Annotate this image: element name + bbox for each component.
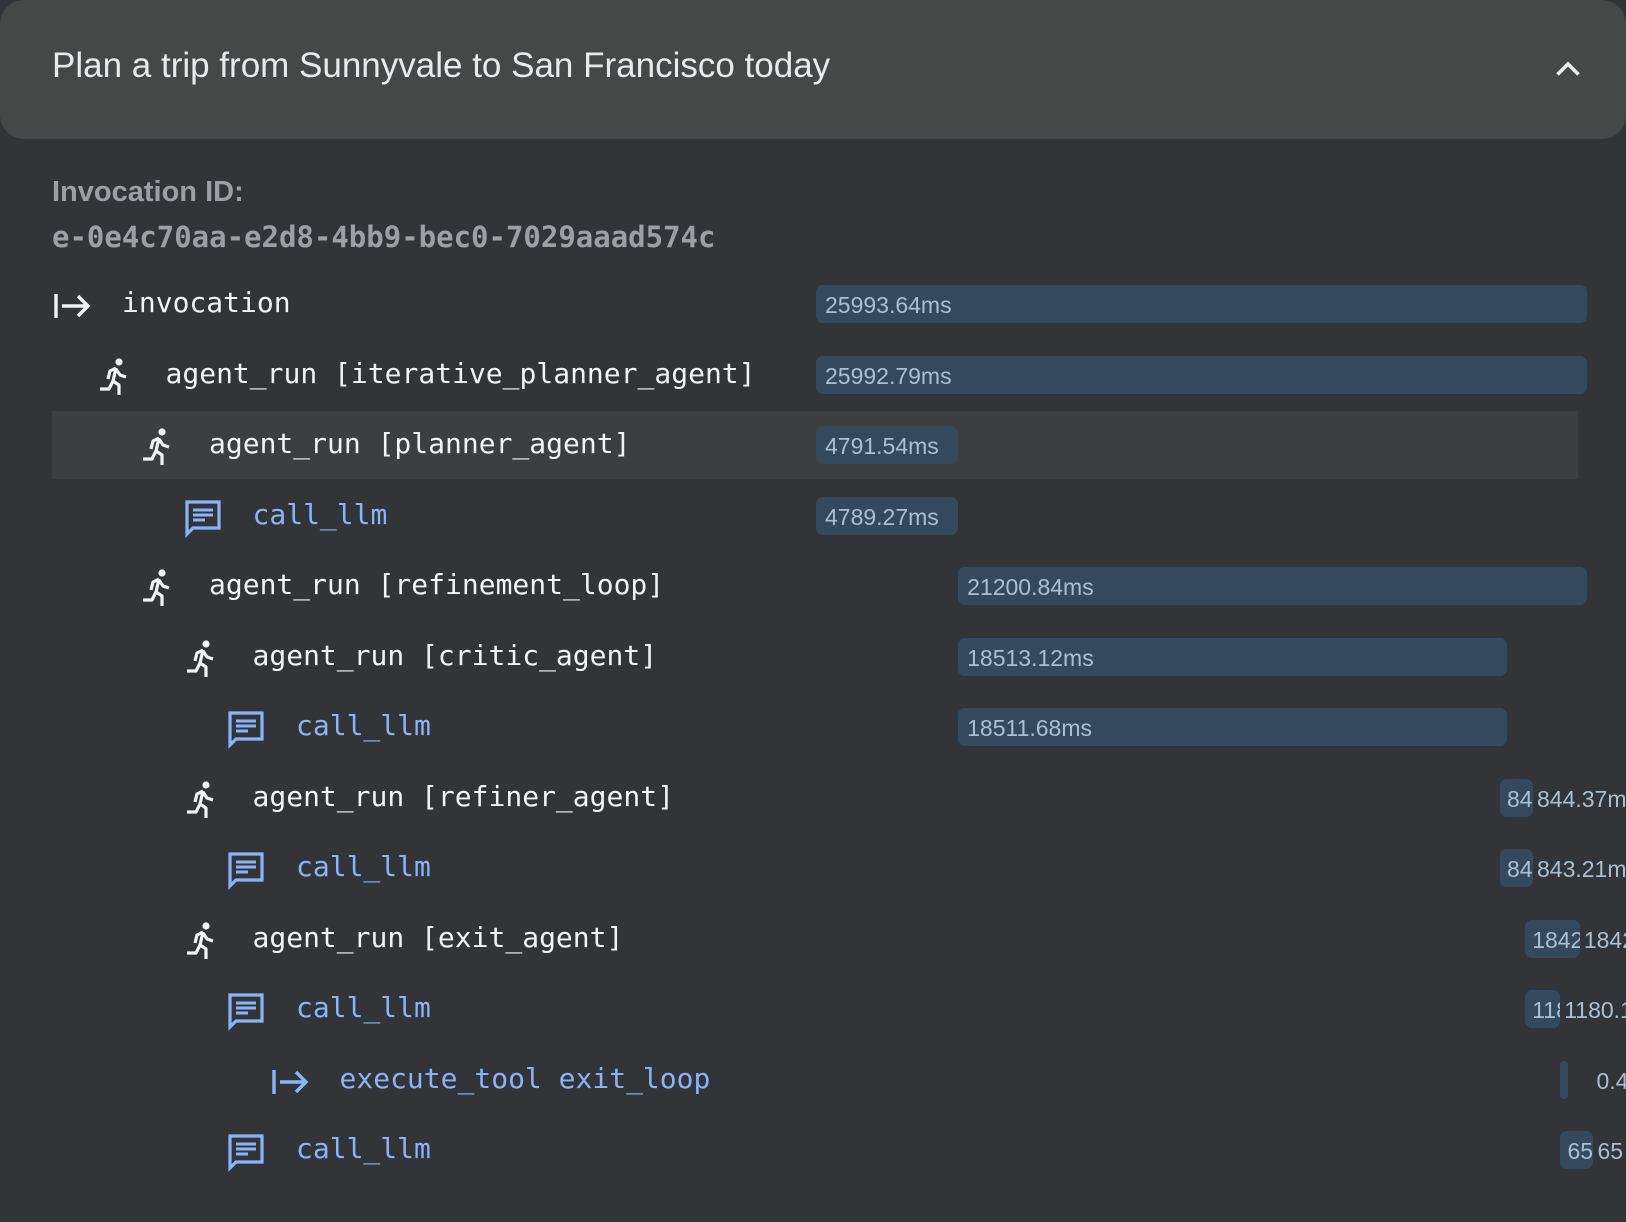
span-row[interactable]: call_llm 4789.27ms bbox=[52, 482, 1578, 550]
duration-label-outside: 1180.1 bbox=[1564, 997, 1626, 1023]
duration-label-outside: 0.4 bbox=[1596, 1067, 1626, 1094]
duration-label: 1180.1 bbox=[1532, 997, 1560, 1023]
duration-label: 18511.68ms bbox=[967, 715, 1093, 741]
span-duration-bar[interactable]: 65 bbox=[1560, 1131, 1594, 1169]
duration-label: 25993.64ms bbox=[825, 292, 952, 318]
duration-label: 4789.27ms bbox=[825, 503, 939, 530]
span-duration-bar[interactable]: 1842. bbox=[1525, 919, 1580, 958]
span-duration-bar[interactable]: 843.21ms bbox=[1499, 849, 1533, 887]
span-row[interactable]: call_llm 65 65 bbox=[52, 1116, 1623, 1184]
span-row[interactable]: call_llm 18511.68ms bbox=[52, 693, 1578, 761]
duration-label: 21200.84ms bbox=[967, 574, 1094, 600]
span-duration-bar[interactable]: 4789.27ms bbox=[816, 496, 959, 535]
arrow-right-bar-icon bbox=[270, 1062, 310, 1102]
span-duration-bar[interactable]: 25992.79ms bbox=[816, 355, 1587, 394]
duration-label: 843.21ms bbox=[1506, 856, 1533, 882]
span-label: agent_run [exit_agent] bbox=[252, 920, 624, 954]
trace-title: Plan a trip from Sunnyvale to San Franci… bbox=[52, 46, 831, 85]
span-label: agent_run [refinement_loop] bbox=[209, 568, 665, 601]
span-row[interactable]: agent_run [refiner_agent] 844.37ms844.37m… bbox=[52, 764, 1626, 832]
duration-label: 0.4 bbox=[1567, 1068, 1568, 1095]
span-duration-bar[interactable]: 0.4 bbox=[1560, 1060, 1569, 1099]
span-duration-bar[interactable]: 1180.1 bbox=[1525, 990, 1561, 1028]
span-label: agent_run [critic_agent] bbox=[252, 638, 658, 672]
arrow-right-bar-icon bbox=[52, 286, 92, 326]
trace-header[interactable]: Plan a trip from Sunnyvale to San Franci… bbox=[0, 0, 1626, 139]
span-duration-bar[interactable]: 18513.12ms bbox=[958, 637, 1508, 676]
span-duration-bar[interactable]: 844.37ms bbox=[1499, 778, 1533, 817]
duration-label: 65 bbox=[1567, 1138, 1594, 1164]
duration-label: 25992.79ms bbox=[825, 362, 952, 389]
chat-message-icon bbox=[183, 498, 223, 538]
span-label: call_llm bbox=[252, 497, 388, 531]
duration-label-outside: 844.37ms bbox=[1536, 785, 1626, 812]
duration-label: 1842. bbox=[1532, 926, 1580, 953]
span-label: agent_run [planner_agent] bbox=[209, 427, 631, 460]
span-row[interactable]: agent_run [refinement_loop] 21200.84ms bbox=[52, 552, 1587, 620]
span-row[interactable]: invocation 25993.64ms bbox=[52, 270, 1587, 338]
span-row[interactable]: agent_run [iterative_planner_agent] 25992… bbox=[52, 341, 1587, 409]
duration-label: 844.37ms bbox=[1506, 785, 1533, 812]
span-label: call_llm bbox=[296, 991, 431, 1024]
running-person-icon bbox=[96, 357, 136, 397]
running-person-icon bbox=[183, 780, 223, 820]
span-label: agent_run [iterative_planner_agent] bbox=[165, 356, 756, 390]
duration-label-outside: 843.21ms bbox=[1536, 856, 1626, 882]
span-label: invocation bbox=[122, 286, 291, 319]
invocation-id-value: e-0e4c70aa-e2d8-4bb9-bec0-7029aaad574c bbox=[52, 220, 716, 254]
span-duration-bar[interactable]: 18511.68ms bbox=[958, 708, 1508, 746]
span-label: call_llm bbox=[296, 850, 431, 883]
duration-label-outside: 65 bbox=[1597, 1138, 1624, 1164]
chat-message-icon bbox=[226, 1132, 266, 1172]
span-label: execute_tool exit_loop bbox=[339, 1061, 711, 1095]
running-person-icon bbox=[183, 921, 223, 961]
span-row[interactable]: execute_tool exit_loop 0.4 0.4 bbox=[52, 1046, 1626, 1114]
span-duration-bar[interactable]: 4791.54ms bbox=[816, 426, 959, 464]
span-row[interactable]: agent_run [exit_agent] 1842.1842. bbox=[52, 905, 1626, 973]
chat-message-icon bbox=[226, 709, 266, 749]
invocation-id-label: Invocation ID: bbox=[52, 176, 244, 208]
span-row[interactable]: agent_run [planner_agent] 4791.54ms bbox=[52, 411, 1578, 479]
chat-message-icon bbox=[226, 991, 266, 1031]
duration-label: 18513.12ms bbox=[967, 644, 1094, 671]
span-label: call_llm bbox=[296, 709, 431, 742]
span-row[interactable]: call_llm 843.21ms843.21ms bbox=[52, 834, 1626, 902]
running-person-icon bbox=[183, 639, 223, 679]
duration-label: 4791.54ms bbox=[825, 433, 939, 459]
chevron-up-icon[interactable] bbox=[1550, 52, 1586, 88]
span-duration-bar[interactable]: 21200.84ms bbox=[958, 567, 1587, 605]
span-duration-bar[interactable]: 25993.64ms bbox=[816, 285, 1587, 323]
running-person-icon bbox=[139, 568, 179, 608]
span-row[interactable]: agent_run [critic_agent] 18513.12ms bbox=[52, 623, 1578, 691]
duration-label-outside: 1842. bbox=[1583, 926, 1626, 953]
chat-message-icon bbox=[226, 850, 266, 890]
running-person-icon bbox=[139, 427, 179, 467]
span-label: agent_run [refiner_agent] bbox=[252, 779, 674, 813]
span-label: call_llm bbox=[296, 1132, 431, 1165]
